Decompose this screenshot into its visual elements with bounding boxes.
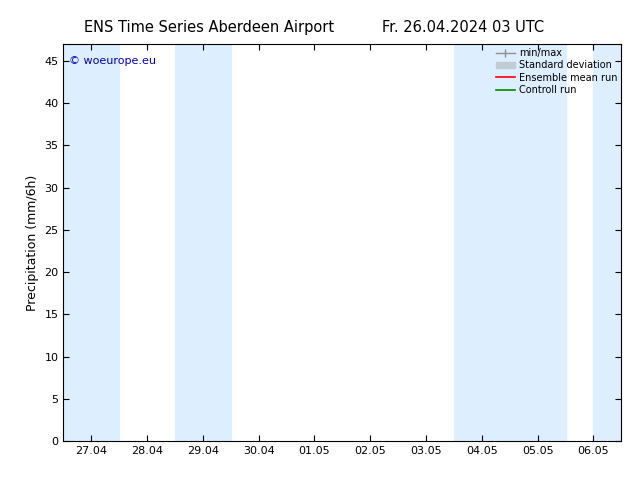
Bar — [454, 44, 566, 441]
Bar — [593, 44, 621, 441]
Bar — [63, 44, 119, 441]
Legend: min/max, Standard deviation, Ensemble mean run, Controll run: min/max, Standard deviation, Ensemble me… — [494, 46, 619, 97]
Bar — [175, 44, 231, 441]
Text: © woeurope.eu: © woeurope.eu — [69, 56, 156, 66]
Text: Fr. 26.04.2024 03 UTC: Fr. 26.04.2024 03 UTC — [382, 20, 544, 35]
Text: ENS Time Series Aberdeen Airport: ENS Time Series Aberdeen Airport — [84, 20, 334, 35]
Y-axis label: Precipitation (mm/6h): Precipitation (mm/6h) — [26, 174, 39, 311]
